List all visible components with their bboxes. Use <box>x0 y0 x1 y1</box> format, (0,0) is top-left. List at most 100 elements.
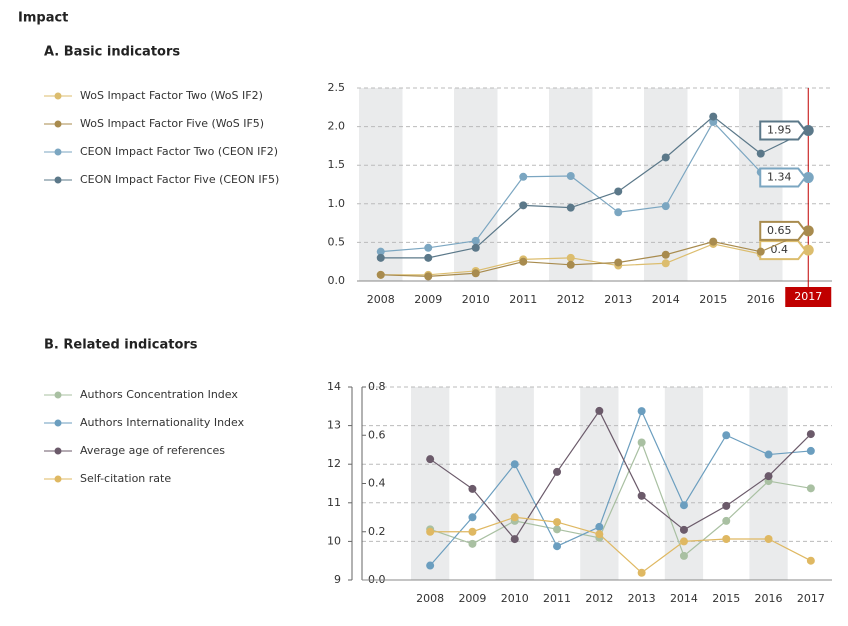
y-tick-label: 0.0 <box>328 274 346 287</box>
x-tick-label: 2017 <box>797 592 825 605</box>
y-tick-label: 12 <box>327 457 341 470</box>
band <box>549 88 593 281</box>
callout-box <box>759 240 807 261</box>
callout-label: 0.4 <box>771 243 789 256</box>
point <box>376 253 385 262</box>
point <box>595 406 604 415</box>
point <box>806 556 815 565</box>
y2-tick-label: 0.6 <box>368 428 386 441</box>
point <box>468 484 477 493</box>
point <box>468 513 477 522</box>
point <box>614 258 623 267</box>
point <box>661 259 670 268</box>
x-tick-label: 2014 <box>670 592 698 605</box>
series-line <box>429 440 811 557</box>
y-tick-label: 11 <box>327 496 341 509</box>
legend-label: Authors Concentration Index <box>80 388 238 401</box>
x-tick-label: 2010 <box>462 293 490 306</box>
point <box>679 501 688 510</box>
point <box>519 257 528 266</box>
point <box>756 247 765 256</box>
x-tick-label: 2008 <box>416 592 444 605</box>
point <box>553 525 562 534</box>
point <box>679 551 688 560</box>
point <box>510 535 519 544</box>
x-tick-label: 2016 <box>747 293 775 306</box>
point <box>553 542 562 551</box>
point <box>722 431 731 440</box>
section-title: A. Basic indicators <box>44 45 180 60</box>
legend-label: WoS Impact Factor Five (WoS IF5) <box>80 117 264 130</box>
x-tick-label: 2013 <box>604 293 632 306</box>
x-tick-label: 2017 <box>794 290 822 303</box>
x-tick-label: 2009 <box>414 293 442 306</box>
y-tick-label: 1.5 <box>328 158 346 171</box>
point <box>806 430 815 439</box>
x-tick-label: 2011 <box>543 592 571 605</box>
page-title: Impact <box>18 11 68 26</box>
y2-tick-label: 0.8 <box>368 380 386 393</box>
y-tick-label: 2.0 <box>328 120 346 133</box>
band <box>580 387 619 580</box>
point <box>424 272 433 281</box>
point <box>709 237 718 246</box>
point <box>426 455 435 464</box>
point <box>637 438 646 447</box>
callout-box <box>759 167 807 188</box>
y-tick-label: 1.0 <box>328 197 346 210</box>
point <box>566 260 575 269</box>
y-tick-label: 10 <box>327 534 341 547</box>
series-line <box>380 120 809 253</box>
point <box>376 247 385 256</box>
band <box>495 387 534 580</box>
point <box>468 527 477 536</box>
legend-label: CEON Impact Factor Five (CEON IF5) <box>80 173 279 186</box>
legend-label: Self-citation rate <box>80 472 171 485</box>
callout-box <box>759 220 807 241</box>
series-line <box>429 409 812 541</box>
point <box>553 518 562 527</box>
point <box>637 491 646 500</box>
point <box>468 539 477 548</box>
y2-tick-label: 0.4 <box>368 477 386 490</box>
point <box>510 460 519 469</box>
point <box>595 530 604 539</box>
x-tick-label: 2015 <box>699 293 727 306</box>
band <box>411 387 450 580</box>
point <box>637 568 646 577</box>
section-title: B. Related indicators <box>44 338 198 353</box>
point <box>679 525 688 534</box>
y-tick-label: 0.5 <box>328 235 346 248</box>
point <box>661 250 670 259</box>
legend-label: Authors Internationality Index <box>80 416 245 429</box>
point <box>806 446 815 455</box>
point <box>806 484 815 493</box>
point <box>471 243 480 252</box>
x-tick-label: 2013 <box>628 592 656 605</box>
legend-swatch-dot <box>54 475 62 483</box>
highlight-box <box>785 287 832 307</box>
band <box>644 88 688 281</box>
point <box>709 112 718 121</box>
point <box>756 149 765 158</box>
y-tick-label: 14 <box>327 380 341 393</box>
point <box>566 203 575 212</box>
point <box>802 124 814 136</box>
point <box>424 253 433 262</box>
series-line <box>430 516 812 574</box>
legend-swatch-dot <box>54 391 62 399</box>
point <box>519 172 528 181</box>
point <box>471 236 480 245</box>
point <box>802 225 814 237</box>
legend-swatch-dot <box>54 148 62 156</box>
point <box>722 534 731 543</box>
legend-swatch-dot <box>54 419 62 427</box>
point <box>424 243 433 252</box>
x-tick-label: 2009 <box>458 592 486 605</box>
legend-swatch-dot <box>54 92 62 100</box>
point <box>426 527 435 536</box>
legend-label: Average age of references <box>80 444 225 457</box>
series-line <box>380 230 809 277</box>
y-tick-label: 9 <box>334 573 341 586</box>
